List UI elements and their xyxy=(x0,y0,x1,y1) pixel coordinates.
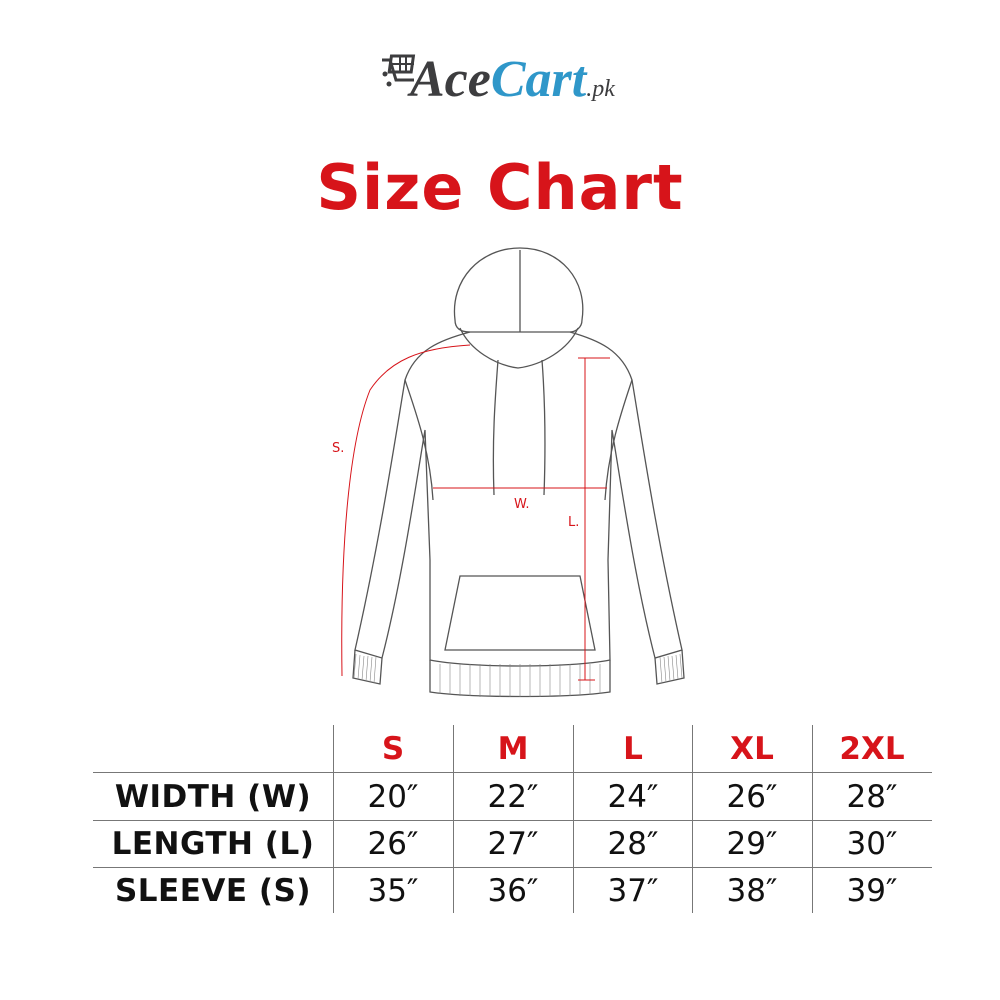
sleeve-measure xyxy=(341,344,471,677)
size-header: M xyxy=(497,731,529,767)
table-cell: 36″ xyxy=(487,873,539,909)
column-divider xyxy=(333,725,334,913)
table-cell: 37″ xyxy=(607,873,659,909)
hoodie-diagram: S. W. L. xyxy=(332,247,685,698)
logo-text: AceCart.pk xyxy=(410,50,615,119)
logo-suffix: .pk xyxy=(586,76,615,102)
width-label: W. xyxy=(514,497,530,512)
table-cell: 28″ xyxy=(607,826,659,862)
size-header: S xyxy=(381,731,405,767)
table-cell: 24″ xyxy=(607,779,659,815)
row-divider xyxy=(93,820,932,821)
page-title: Size Chart xyxy=(316,151,684,224)
size-header: L xyxy=(623,731,643,767)
table-cell: 27″ xyxy=(487,826,539,862)
table-cell: 39″ xyxy=(846,873,898,909)
hood xyxy=(453,247,584,333)
kangaroo-pocket xyxy=(444,575,596,651)
table-cell: 35″ xyxy=(367,873,419,909)
shopping-cart-icon xyxy=(382,54,416,87)
table-cell: 26″ xyxy=(726,779,778,815)
table-cell: 30″ xyxy=(846,826,898,862)
row-divider xyxy=(93,867,932,868)
table-cell: 29″ xyxy=(726,826,778,862)
logo-cart: Cart xyxy=(490,51,587,108)
length-label: L. xyxy=(568,515,579,530)
size-header: 2XL xyxy=(839,731,905,767)
measurement-lines xyxy=(341,344,610,681)
column-divider xyxy=(573,725,574,913)
table-cell: 22″ xyxy=(487,779,539,815)
column-divider xyxy=(453,725,454,913)
table-cell: 38″ xyxy=(726,873,778,909)
table-cell: 20″ xyxy=(367,779,419,815)
size-table: S M L XL 2XL WIDTH (W) 20″ 22″ 24″ 26″ 28″ LENGTH (… xyxy=(93,725,932,913)
sleeve-label: S. xyxy=(332,441,344,456)
row-label: SLEEVE (S) xyxy=(114,873,312,909)
row-divider xyxy=(93,772,932,773)
column-divider xyxy=(812,725,813,913)
table-cell: 28″ xyxy=(846,779,898,815)
row-label: WIDTH (W) xyxy=(114,779,312,815)
table-cell: 26″ xyxy=(367,826,419,862)
acecart-logo: AceCart.pk xyxy=(380,50,670,115)
column-divider xyxy=(692,725,693,913)
logo-ace: Ace xyxy=(410,51,491,108)
size-header: XL xyxy=(730,731,774,767)
row-label: LENGTH (L) xyxy=(111,826,315,862)
